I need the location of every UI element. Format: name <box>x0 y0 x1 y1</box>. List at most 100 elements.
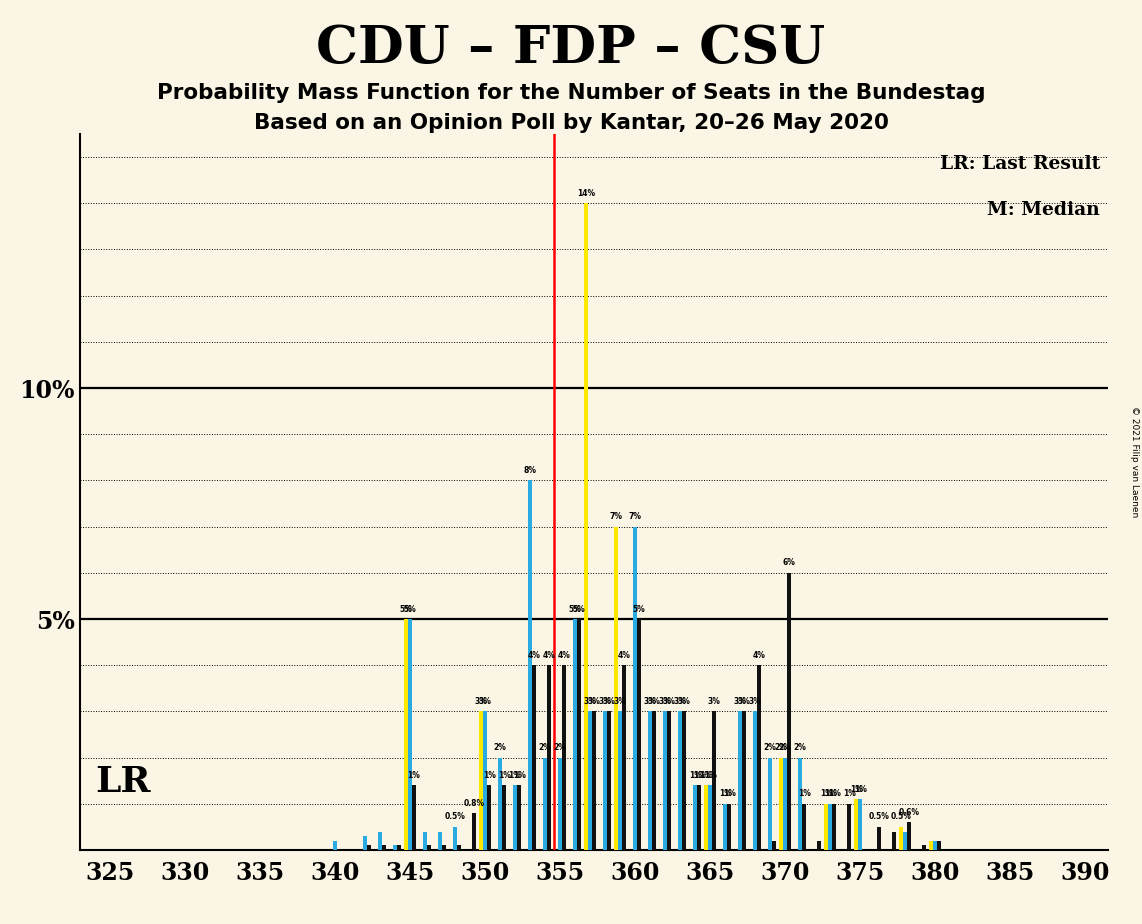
Text: 1%: 1% <box>723 789 735 798</box>
Text: 3%: 3% <box>588 697 601 706</box>
Text: 3%: 3% <box>648 697 660 706</box>
Bar <box>577 619 581 850</box>
Text: 1%: 1% <box>483 771 496 780</box>
Bar <box>442 845 447 850</box>
Text: 3%: 3% <box>644 697 657 706</box>
Text: 3%: 3% <box>708 697 721 706</box>
Bar <box>705 785 708 850</box>
Text: CDU – FDP – CSU: CDU – FDP – CSU <box>316 23 826 74</box>
Text: 1%: 1% <box>508 771 522 780</box>
Bar <box>633 527 637 850</box>
Text: 5%: 5% <box>569 604 581 614</box>
Text: 1%: 1% <box>820 789 833 798</box>
Bar <box>858 799 862 850</box>
Bar <box>603 711 608 850</box>
Text: 3%: 3% <box>749 697 762 706</box>
Text: 3%: 3% <box>674 697 686 706</box>
Text: 1%: 1% <box>718 789 732 798</box>
Bar <box>783 758 787 850</box>
Text: 4%: 4% <box>753 650 765 660</box>
Bar <box>608 711 611 850</box>
Bar <box>488 785 491 850</box>
Bar <box>938 841 941 850</box>
Bar <box>622 665 626 850</box>
Bar <box>532 665 536 850</box>
Text: 3%: 3% <box>603 697 616 706</box>
Text: 0.5%: 0.5% <box>869 812 890 821</box>
Text: 3%: 3% <box>584 697 596 706</box>
Text: 0.6%: 0.6% <box>899 808 919 817</box>
Bar <box>592 711 596 850</box>
Text: 4%: 4% <box>557 650 571 660</box>
Bar <box>472 813 476 850</box>
Text: 3%: 3% <box>613 697 627 706</box>
Bar <box>502 785 506 850</box>
Bar <box>769 758 772 850</box>
Text: 1%: 1% <box>513 771 525 780</box>
Text: 7%: 7% <box>610 512 622 521</box>
Bar <box>923 845 926 850</box>
Bar <box>588 711 592 850</box>
Bar <box>802 804 806 850</box>
Bar <box>483 711 488 850</box>
Text: 4%: 4% <box>618 650 630 660</box>
Bar <box>408 619 412 850</box>
Bar <box>664 711 667 850</box>
Bar <box>412 785 416 850</box>
Text: 14%: 14% <box>577 188 595 198</box>
Text: 3%: 3% <box>659 697 671 706</box>
Bar <box>614 527 618 850</box>
Text: 2%: 2% <box>794 743 806 752</box>
Bar <box>723 804 727 850</box>
Bar <box>899 827 903 850</box>
Bar <box>930 841 933 850</box>
Bar <box>652 711 657 850</box>
Text: 1%: 1% <box>700 771 713 780</box>
Bar <box>423 832 427 850</box>
Bar <box>697 785 701 850</box>
Bar <box>544 758 547 850</box>
Bar <box>513 785 517 850</box>
Bar <box>753 711 757 850</box>
Text: 5%: 5% <box>403 604 417 614</box>
Bar <box>667 711 671 850</box>
Bar <box>584 203 588 850</box>
Text: 0.5%: 0.5% <box>891 812 911 821</box>
Bar <box>798 758 802 850</box>
Text: 4%: 4% <box>528 650 540 660</box>
Bar <box>847 804 851 850</box>
Bar <box>833 804 836 850</box>
Bar <box>453 827 457 850</box>
Bar <box>457 845 461 850</box>
Text: 5%: 5% <box>400 604 412 614</box>
Text: 5%: 5% <box>633 604 645 614</box>
Text: 3%: 3% <box>677 697 691 706</box>
Text: 3%: 3% <box>598 697 611 706</box>
Bar <box>708 785 713 850</box>
Bar <box>907 822 911 850</box>
Bar <box>333 841 337 850</box>
Text: 2%: 2% <box>764 743 777 752</box>
Text: © 2021 Filip van Laenen: © 2021 Filip van Laenen <box>1129 407 1139 517</box>
Bar <box>757 665 762 850</box>
Bar <box>618 711 622 850</box>
Bar <box>933 841 938 850</box>
Bar <box>678 711 682 850</box>
Text: 2%: 2% <box>779 743 791 752</box>
Bar <box>818 841 821 850</box>
Text: 1%: 1% <box>693 771 706 780</box>
Bar <box>854 799 858 850</box>
Bar <box>397 845 401 850</box>
Text: 3%: 3% <box>475 697 488 706</box>
Text: 1%: 1% <box>843 789 855 798</box>
Bar <box>498 758 502 850</box>
Bar <box>404 619 408 850</box>
Text: M: Median: M: Median <box>988 201 1100 219</box>
Text: 0.8%: 0.8% <box>464 798 484 808</box>
Bar <box>787 573 791 850</box>
Text: 1%: 1% <box>798 789 811 798</box>
Text: 3%: 3% <box>733 697 747 706</box>
Bar <box>558 758 562 850</box>
Text: 3%: 3% <box>662 697 676 706</box>
Bar <box>528 480 532 850</box>
